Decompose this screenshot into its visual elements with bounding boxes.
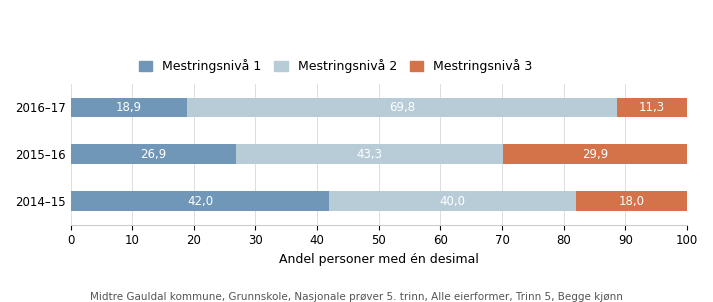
Legend: Mestringsnivå 1, Mestringsnivå 2, Mestringsnivå 3: Mestringsnivå 1, Mestringsnivå 2, Mestri… — [138, 59, 533, 73]
Text: 29,9: 29,9 — [583, 148, 608, 161]
Text: Midtre Gauldal kommune, Grunnskole, Nasjonale prøver 5. trinn, Alle eierformer, : Midtre Gauldal kommune, Grunnskole, Nasj… — [90, 292, 623, 302]
Text: 69,8: 69,8 — [389, 101, 415, 114]
Text: 11,3: 11,3 — [639, 101, 665, 114]
Bar — [187, 98, 617, 117]
Bar — [576, 191, 687, 211]
Text: 18,0: 18,0 — [618, 195, 645, 208]
Bar — [329, 191, 576, 211]
X-axis label: Andel personer med én desimal: Andel personer med én desimal — [279, 253, 478, 266]
Bar — [71, 144, 237, 164]
Bar — [503, 144, 687, 164]
Bar — [617, 98, 687, 117]
Bar — [71, 191, 329, 211]
Text: 18,9: 18,9 — [116, 101, 142, 114]
Text: 42,0: 42,0 — [187, 195, 213, 208]
Bar — [71, 98, 187, 117]
Text: 40,0: 40,0 — [440, 195, 466, 208]
Text: 43,3: 43,3 — [356, 148, 383, 161]
Bar — [237, 144, 503, 164]
Text: 26,9: 26,9 — [140, 148, 167, 161]
